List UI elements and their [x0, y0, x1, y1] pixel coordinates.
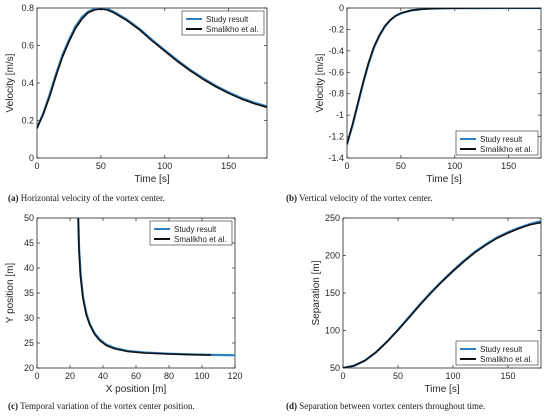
y-tick-label: 0.8 [21, 3, 34, 13]
y-tick-label: 250 [325, 213, 340, 223]
x-tick-label: 20 [65, 371, 75, 381]
x-tick-label: 150 [500, 371, 515, 381]
series-line-smalikho [343, 221, 541, 368]
legend-label: Study result [480, 135, 523, 144]
caption-d: (d) Separation between vortex centers th… [286, 401, 548, 411]
y-tick-label: 0.6 [21, 41, 34, 51]
caption-b-tag: (b) [286, 193, 297, 203]
y-tick-label: 200 [325, 251, 340, 261]
x-tick-label: 100 [447, 161, 462, 171]
caption-d-tag: (d) [286, 401, 297, 411]
y-tick-label: -0.2 [328, 24, 344, 34]
y-tick-label: 50 [24, 213, 34, 223]
x-tick-label: 60 [131, 371, 141, 381]
x-tick-label: 0 [344, 161, 349, 171]
x-tick-label: 50 [96, 161, 106, 171]
legend-label: Study result [480, 345, 523, 354]
y-tick-label: 40 [24, 263, 34, 273]
x-tick-label: 100 [157, 161, 172, 171]
legend-box [149, 220, 233, 246]
x-tick-label: 50 [393, 371, 403, 381]
y-tick-label: -1.2 [328, 132, 344, 142]
y-tick-label: 0.2 [21, 116, 34, 126]
y-axis-label: Y position [m] [5, 263, 16, 324]
caption-c-tag: (c) [8, 401, 18, 411]
caption-b-text: Vertical velocity of the vortex center. [299, 193, 433, 203]
y-tick-label: 0 [339, 3, 344, 13]
chart-b: 0 50 100 150 0 -0.2 -0.4 -0.6 -0.8 -1 -1.2 -1.4 Time… [315, 3, 542, 185]
y-tick-label: 35 [24, 288, 34, 298]
caption-b: (b) Vertical velocity of the vortex cent… [286, 193, 542, 203]
x-tick-label: 0 [34, 161, 39, 171]
x-tick-label: 100 [445, 371, 460, 381]
y-tick-label: -1 [336, 110, 344, 120]
x-tick-label: 0 [34, 371, 39, 381]
y-tick-label: -0.6 [328, 67, 344, 77]
x-axis-label: X position [m] [106, 384, 167, 395]
chart-a: 0 50 100 150 0 0.2 0.4 0.6 0.8 Time [s] Velocity [… [5, 3, 268, 185]
y-tick-label: -0.8 [328, 89, 344, 99]
caption-c-text: Temporal variation of the vortex center … [20, 401, 195, 411]
caption-d-text: Separation between vortex centers throug… [299, 401, 486, 411]
caption-a-tag: (a) [8, 193, 19, 203]
y-axis-label: Velocity [m/s] [315, 53, 326, 112]
x-tick-label: 150 [501, 161, 516, 171]
y-tick-label: 45 [24, 238, 34, 248]
y-tick-label: 150 [325, 288, 340, 298]
y-tick-label: -1.4 [328, 153, 344, 163]
y-tick-label: 0.4 [21, 78, 34, 88]
y-tick-label: -0.4 [328, 46, 344, 56]
y-tick-label: 0 [29, 153, 34, 163]
x-tick-label: 50 [396, 161, 406, 171]
x-tick-label: 80 [164, 371, 174, 381]
x-tick-label: 150 [221, 161, 236, 171]
legend-box [181, 10, 265, 36]
legend-label: Smalikho et al. [206, 25, 258, 34]
series-line-smalikho [37, 8, 267, 129]
y-tick-label: 100 [325, 326, 340, 336]
legend-label: Smalikho et al. [174, 235, 226, 244]
caption-a: (a) Horizontal velocity of the vortex ce… [8, 193, 266, 203]
x-tick-label: 40 [98, 371, 108, 381]
y-axis-label: Separation [m] [311, 260, 322, 325]
x-axis-label: Time [s] [426, 174, 461, 185]
legend-label: Study result [206, 15, 249, 24]
legend-box [455, 130, 539, 156]
x-axis-label: Time [s] [134, 174, 169, 185]
legend-label: Smalikho et al. [480, 355, 532, 364]
caption-c: (c) Temporal variation of the vortex cen… [8, 401, 278, 411]
x-tick-label: 100 [194, 371, 209, 381]
series-line-smalikho [347, 8, 541, 145]
y-tick-label: 50 [330, 363, 340, 373]
x-tick-label: 0 [340, 371, 345, 381]
y-tick-label: 30 [24, 313, 34, 323]
y-tick-label: 25 [24, 338, 34, 348]
legend-label: Study result [174, 225, 217, 234]
legend-box [455, 340, 539, 366]
y-tick-label: 20 [24, 363, 34, 373]
x-axis-label: Time [s] [424, 384, 459, 395]
y-axis-label: Velocity [m/s] [5, 53, 16, 112]
caption-a-text: Horizontal velocity of the vortex center… [20, 193, 165, 203]
legend-label: Smalikho et al. [480, 145, 532, 154]
series-line-smalikho [77, 218, 212, 356]
x-tick-label: 120 [227, 371, 242, 381]
